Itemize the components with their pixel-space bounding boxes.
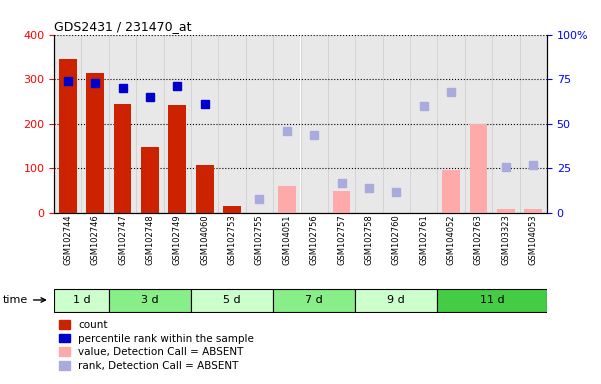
Bar	[383, 35, 410, 213]
Bar	[163, 35, 191, 213]
Bar	[59, 59, 77, 213]
Bar	[141, 147, 159, 213]
Text: 9 d: 9 d	[388, 295, 405, 305]
Bar	[438, 289, 547, 312]
Bar	[333, 191, 350, 213]
Bar	[136, 35, 163, 213]
Text: GDS2431 / 231470_at: GDS2431 / 231470_at	[54, 20, 192, 33]
Bar	[410, 35, 438, 213]
Bar	[168, 105, 186, 213]
Text: time: time	[2, 295, 46, 305]
Bar	[519, 35, 547, 213]
Bar	[497, 209, 514, 213]
Legend: count, percentile rank within the sample, value, Detection Call = ABSENT, rank, : count, percentile rank within the sample…	[56, 317, 257, 374]
Bar	[109, 35, 136, 213]
Bar	[109, 289, 191, 312]
Bar	[218, 35, 246, 213]
Text: 1 d: 1 d	[73, 295, 90, 305]
Bar	[442, 170, 460, 213]
Bar	[300, 35, 328, 213]
Text: 3 d: 3 d	[141, 295, 159, 305]
Bar	[273, 289, 355, 312]
Bar	[54, 289, 109, 312]
Bar	[465, 35, 492, 213]
Bar	[191, 289, 273, 312]
Bar	[87, 73, 104, 213]
Bar	[524, 209, 542, 213]
Bar	[196, 166, 213, 213]
Bar	[438, 35, 465, 213]
Text: 7 d: 7 d	[305, 295, 323, 305]
Bar	[355, 289, 438, 312]
Bar	[328, 35, 355, 213]
Text: 5 d: 5 d	[223, 295, 241, 305]
Bar	[273, 35, 300, 213]
Bar	[469, 124, 487, 213]
Bar	[54, 35, 82, 213]
Bar	[246, 35, 273, 213]
Bar	[355, 35, 383, 213]
Bar	[223, 205, 241, 213]
Bar	[82, 35, 109, 213]
Text: 11 d: 11 d	[480, 295, 504, 305]
Bar	[114, 104, 132, 213]
Bar	[492, 35, 519, 213]
Bar	[278, 186, 296, 213]
Bar	[191, 35, 218, 213]
